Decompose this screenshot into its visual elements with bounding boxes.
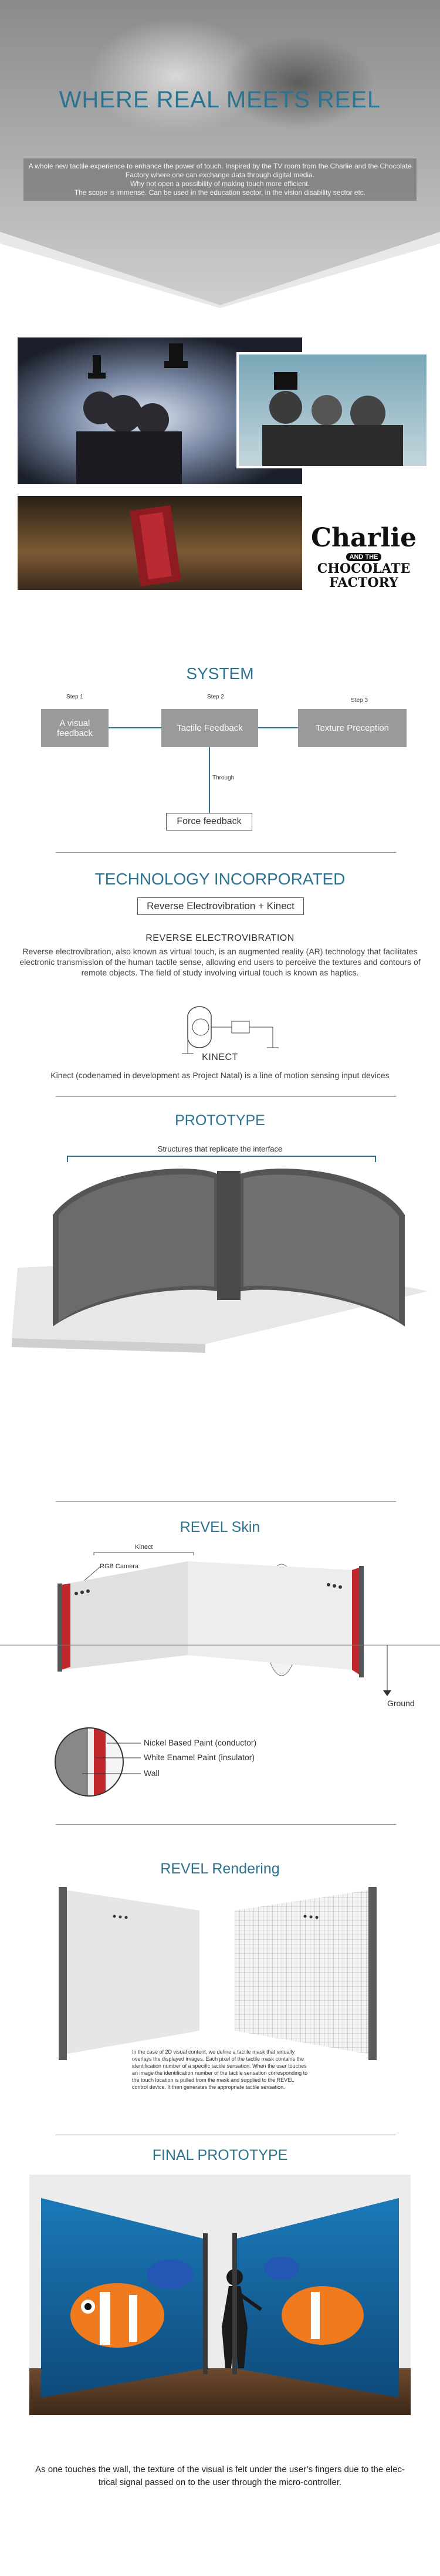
layer-wall-label: Wall bbox=[144, 1768, 160, 1778]
silhouettes-image bbox=[76, 343, 188, 484]
step-1-box: A visual feedback bbox=[41, 709, 109, 747]
revel-rendering-title: REVEL Rendering bbox=[160, 1861, 280, 1877]
rgb-camera-label: RGB Camera bbox=[100, 1563, 139, 1570]
hero-description-line: A whole new tactile experience to enhanc… bbox=[28, 162, 412, 170]
logo-factory: FACTORY bbox=[329, 575, 398, 590]
hero-description-line: Factory where one can exchange data thro… bbox=[125, 171, 315, 179]
logo-charlie: Charlie bbox=[310, 523, 417, 553]
hero-description-line: Why not open a possibility of making tou… bbox=[130, 180, 310, 188]
prototype-title: PROTOTYPE bbox=[175, 1112, 265, 1129]
prototype-illustration bbox=[12, 1156, 428, 1353]
divider bbox=[56, 852, 396, 853]
movie-still-chocolate bbox=[18, 496, 302, 590]
divider bbox=[56, 1501, 396, 1502]
circuit-diagram bbox=[182, 1006, 279, 1054]
step-2-box: Tactile Feedback bbox=[161, 709, 258, 747]
revel-rendering-text: In the case of 2D visual content, we def… bbox=[132, 2049, 308, 2090]
ground-label: Ground bbox=[387, 1699, 415, 1708]
kinect-text: Kinect (codenamed in development as Proj… bbox=[50, 1071, 390, 1080]
hero-chevron-shape bbox=[0, 232, 440, 308]
step-1-label: Step 1 bbox=[66, 694, 83, 700]
revel-skin-diagram bbox=[0, 1552, 440, 1696]
cast-image bbox=[262, 372, 403, 466]
through-label: Through bbox=[212, 775, 235, 781]
revel-skin-title: REVEL Skin bbox=[180, 1519, 260, 1535]
divider bbox=[56, 1824, 396, 1825]
prototype-caption: Structures that replicate the interface bbox=[157, 1144, 283, 1153]
revel-rendering-diagram bbox=[59, 1887, 377, 2060]
layer-cross-section bbox=[55, 1727, 141, 1797]
technology-boxed-label: Reverse Electrovibration + Kinect bbox=[137, 897, 304, 915]
logo-and-the: AND THE bbox=[346, 553, 382, 561]
hero-description-line: The scope is immense. Can be used in the… bbox=[74, 188, 366, 197]
logo-chocolate: CHOCOLATE bbox=[317, 561, 411, 576]
divider bbox=[56, 1096, 396, 1097]
reverse-electrovibration-text: Reverse electrovibration, also known as … bbox=[19, 947, 421, 977]
page-title: WHERE REAL MEETS REEL bbox=[59, 87, 381, 113]
system-connectors bbox=[109, 727, 298, 813]
technology-title: TECHNOLOGY INCORPORATED bbox=[94, 870, 346, 888]
final-caption-line: trical signal passed on to the user thro… bbox=[98, 2477, 342, 2487]
step-2-label: Step 2 bbox=[207, 694, 224, 700]
step-3-box: Texture Preception bbox=[298, 709, 407, 747]
hero-description: A whole new tactile experience to enhanc… bbox=[23, 158, 417, 201]
kinect-heading: KINECT bbox=[202, 1052, 238, 1062]
hero-section: WHERE REAL MEETS REEL A whole new tactil… bbox=[0, 0, 440, 308]
force-feedback-box: Force feedback bbox=[166, 813, 252, 830]
final-caption-line: As one touches the wall, the texture of … bbox=[35, 2464, 405, 2474]
reverse-electrovibration-heading: REVERSE ELECTROVIBRATION bbox=[145, 933, 295, 943]
step-3-label: Step 3 bbox=[351, 697, 368, 704]
kinect-label: Kinect bbox=[135, 1544, 153, 1551]
layer-enamel-label: White Enamel Paint (insulator) bbox=[144, 1753, 255, 1762]
chocolate-bar-image bbox=[130, 505, 181, 587]
charlie-logo: Charlie AND THE CHOCOLATE FACTORY bbox=[305, 525, 422, 590]
layer-nickel-label: Nickel Based Paint (conductor) bbox=[144, 1738, 257, 1747]
hero-background-device bbox=[223, 35, 375, 129]
final-caption: As one touches the wall, the texture of … bbox=[18, 2463, 422, 2489]
final-prototype-image bbox=[29, 2175, 411, 2415]
final-prototype-title: FINAL PROTOTYPE bbox=[152, 2147, 288, 2163]
system-title: SYSTEM bbox=[186, 664, 254, 683]
movie-still-cast bbox=[236, 352, 429, 468]
final-prototype-render bbox=[29, 2198, 411, 2415]
